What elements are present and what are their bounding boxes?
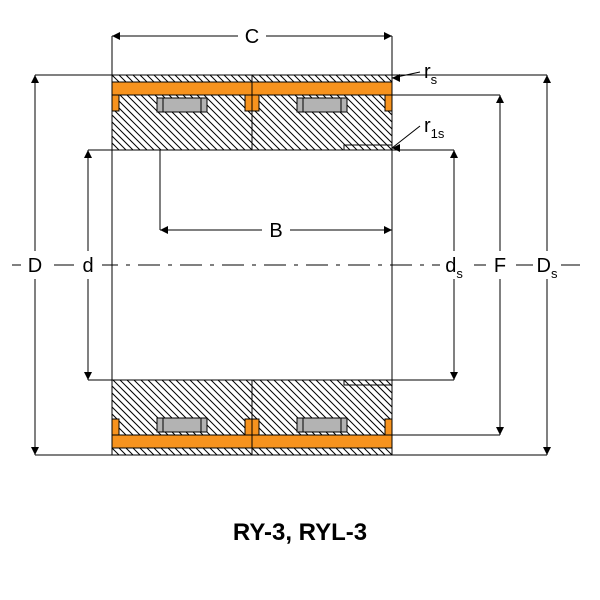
svg-text:F: F xyxy=(494,255,506,277)
svg-text:B: B xyxy=(269,220,282,242)
svg-text:D: D xyxy=(28,255,42,277)
svg-text:r1s: r1s xyxy=(424,115,445,141)
diagram-title: RY-3, RYL-3 xyxy=(233,519,367,546)
svg-text:d: d xyxy=(82,255,93,277)
bearing-diagram: CBDddsFDsrsr1sRY-3, RYL-3 xyxy=(0,0,600,600)
svg-text:rs: rs xyxy=(424,61,438,87)
svg-text:C: C xyxy=(245,26,259,48)
